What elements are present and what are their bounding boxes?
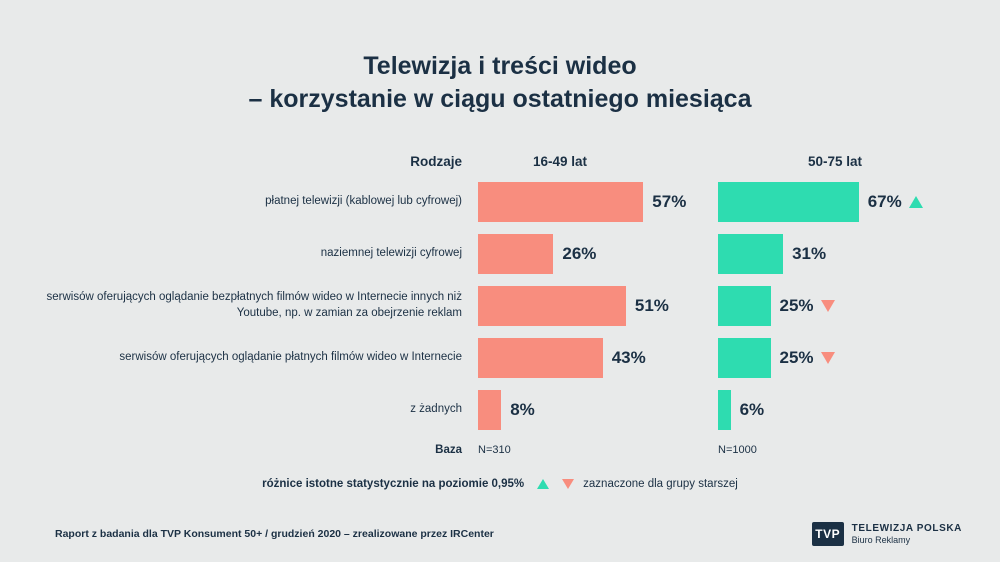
bar-cell-younger: 26% <box>478 234 718 274</box>
bar-older <box>718 182 859 222</box>
chart-row: naziemnej telewizji cyfrowej 26% 31% <box>0 228 1000 280</box>
significance-down-icon <box>820 352 835 364</box>
brand-block: TVP TELEWIZJA POLSKA Biuro Reklamy <box>811 522 962 546</box>
bar-younger <box>478 234 554 274</box>
bar-older <box>718 286 771 326</box>
value-label-older: 6% <box>739 400 765 419</box>
significance-down-icon <box>820 300 835 312</box>
significance-up-icon <box>537 479 550 489</box>
chart-header-row: Rodzaje 16-49 lat 50-75 lat <box>0 150 1000 172</box>
bar-younger <box>478 390 502 430</box>
value-label-older: 25% <box>779 296 814 315</box>
value-label-younger: 43% <box>611 348 646 367</box>
legend-text-significance: różnice istotne statystycznie na poziomi… <box>262 478 525 490</box>
chart-row: serwisów oferujących oglądanie płatnych … <box>0 332 1000 384</box>
bar-older <box>718 338 771 378</box>
bar-younger <box>478 182 644 222</box>
bar-younger <box>478 286 626 326</box>
value-label-younger: 51% <box>634 296 669 315</box>
category-label: serwisów oferujących oglądanie bezpłatny… <box>46 291 463 319</box>
bar-younger <box>478 338 603 378</box>
significance-up-icon <box>908 196 923 208</box>
bar-cell-older: 25% <box>718 338 1000 378</box>
baza-row: Baza N=310 N=1000 <box>0 438 1000 462</box>
chart: Rodzaje 16-49 lat 50-75 lat płatnej tele… <box>0 150 1000 462</box>
bar-cell-younger: 8% <box>478 390 718 430</box>
brand-text: TELEWIZJA POLSKA Biuro Reklamy <box>852 523 962 545</box>
bar-cell-older: 67% <box>718 182 1000 222</box>
bar-cell-older: 6% <box>718 390 1000 430</box>
bar-older <box>718 234 784 274</box>
value-label-younger: 8% <box>510 400 535 419</box>
baza-label: Baza <box>435 444 462 456</box>
category-label: płatnej telewizji (kablowej lub cyfrowej… <box>265 195 462 208</box>
legend: różnice istotne statystycznie na poziomi… <box>0 478 1000 490</box>
title-line-1: Telewizja i treści wideo <box>363 52 637 80</box>
bar-cell-older: 31% <box>718 234 1000 274</box>
bar-cell-older: 25% <box>718 286 1000 326</box>
significance-down-icon <box>562 479 575 489</box>
chart-row: serwisów oferujących oglądanie bezpłatny… <box>0 280 1000 332</box>
tvp-logo: TVP <box>811 522 844 546</box>
value-label-older: 31% <box>792 244 827 263</box>
bar-cell-younger: 57% <box>478 182 718 222</box>
value-label-younger: 57% <box>652 192 687 211</box>
baza-n-older: N=1000 <box>718 444 757 456</box>
bar-cell-younger: 51% <box>478 286 718 326</box>
chart-row: z żadnych 8% 6% <box>0 384 1000 436</box>
page-title: Telewizja i treści wideo – korzystanie w… <box>0 0 1000 116</box>
header-group-older: 50-75 lat <box>808 153 863 169</box>
bar-cell-younger: 43% <box>478 338 718 378</box>
bar-older <box>718 390 731 430</box>
baza-n-younger: N=310 <box>478 444 511 456</box>
value-label-older: 67% <box>867 192 902 211</box>
brand-unit: Biuro Reklamy <box>851 535 911 545</box>
category-label: serwisów oferujących oglądanie płatnych … <box>119 351 462 364</box>
header-group-younger: 16-49 lat <box>533 153 588 169</box>
brand-name: TELEWIZJA POLSKA <box>851 523 962 534</box>
chart-rows: płatnej telewizji (kablowej lub cyfrowej… <box>0 176 1000 436</box>
value-label-younger: 26% <box>562 244 597 263</box>
category-label: naziemnej telewizji cyfrowej <box>320 247 462 260</box>
value-label-older: 25% <box>779 348 814 367</box>
header-category-column: Rodzaje <box>410 153 462 169</box>
legend-text-marked: zaznaczone dla grupy starszej <box>583 478 738 490</box>
chart-row: płatnej telewizji (kablowej lub cyfrowej… <box>0 176 1000 228</box>
category-label: z żadnych <box>410 403 462 416</box>
source-note: Raport z badania dla TVP Konsument 50+ /… <box>55 528 494 540</box>
title-line-2: – korzystanie w ciągu ostatniego miesiąc… <box>248 85 752 113</box>
footer: Raport z badania dla TVP Konsument 50+ /… <box>55 522 962 546</box>
